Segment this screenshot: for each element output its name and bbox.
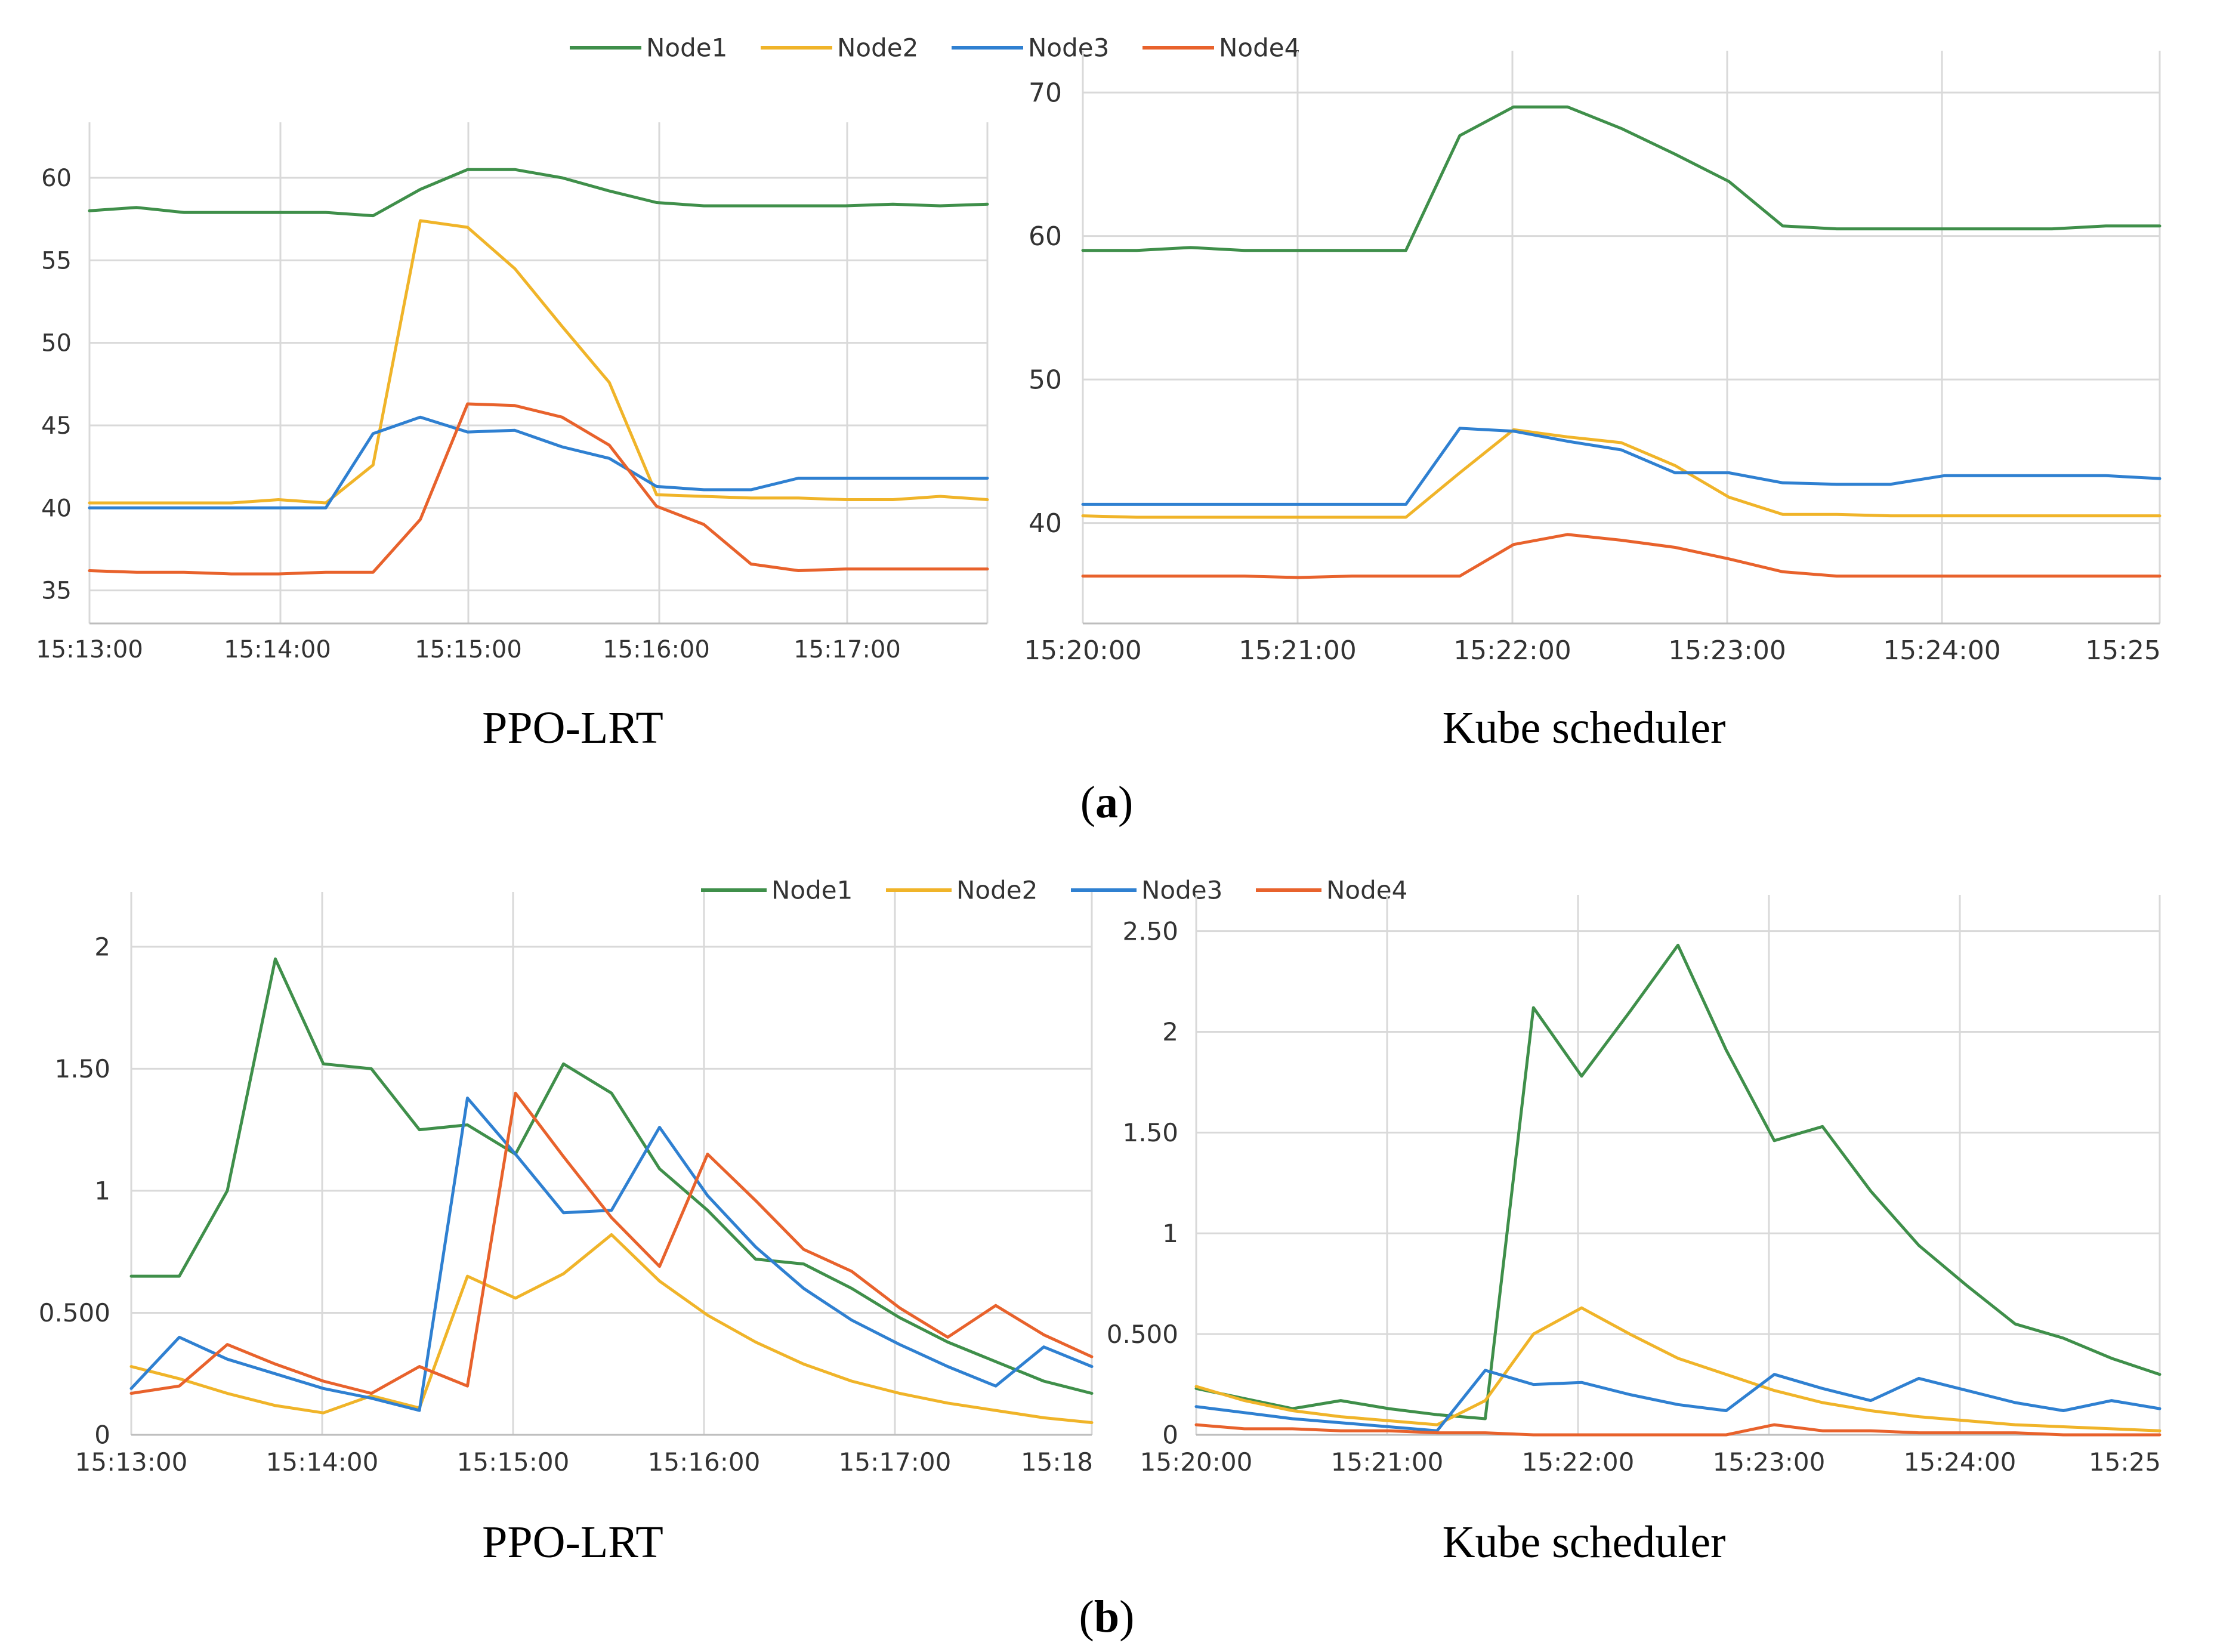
y-tick-label: 1 (94, 1177, 110, 1206)
legend-item-node2: Node2 (761, 33, 918, 63)
series-line-node3 (1081, 427, 2161, 506)
y-tick-label: 70 (1029, 78, 1062, 109)
legend-b: Node1 Node2 Node3 Node4 (701, 876, 1407, 905)
x-tick-label: 15:25 (2089, 1447, 2161, 1477)
chart-a-kube-scheduler: 40 50 60 70 15:20:00 15:21:00 15:22:00 15:23:00… (1024, 51, 2161, 666)
x-tick-label: 15:24:00 (1883, 635, 2001, 666)
x-tick-label: 15:17:00 (839, 1447, 952, 1477)
x-tick-label: 15:15:00 (457, 1447, 570, 1477)
series-line-node2 (1194, 1306, 2161, 1432)
x-tick-label: 15:18 (1021, 1447, 1093, 1477)
series-line-node4 (1194, 1423, 2161, 1437)
x-tick-label: 15:20:00 (1140, 1447, 1253, 1477)
y-tick-label: 0.500 (1107, 1320, 1178, 1349)
panel-label-b: (b) (1079, 1592, 1135, 1642)
panel-label-a: (a) (1080, 777, 1134, 827)
x-tick-label: 15:24:00 (1904, 1447, 2017, 1477)
y-tick-label: 55 (41, 247, 72, 274)
x-tick-label: 15:21:00 (1239, 635, 1357, 666)
caption-a-ppo-lrt: PPO-LRT (482, 703, 663, 753)
legend-label: Node1 (646, 33, 727, 63)
x-tick-label: 15:25 (2085, 635, 2161, 666)
legend-label: Node3 (1028, 33, 1109, 63)
legend-item-node1: Node1 (701, 876, 853, 905)
y-tick-label: 35 (41, 578, 72, 605)
y-tick-label: 2 (94, 932, 110, 962)
x-tick-label: 15:22:00 (1453, 635, 1571, 666)
legend-a: Node1 Node2 Node3 Node4 (570, 33, 1300, 63)
legend-item-node3: Node3 (952, 33, 1109, 63)
series-line-node1 (88, 168, 989, 218)
series-line-node3 (88, 415, 989, 510)
y-tick-label: 0.500 (39, 1298, 110, 1327)
legend-label: Node1 (771, 876, 853, 905)
x-tick-label: 15:14:00 (266, 1447, 379, 1477)
caption-a-kube-scheduler: Kube scheduler (1443, 703, 1726, 753)
x-tick-label: 15:20:00 (1024, 635, 1142, 666)
y-tick-label: 0 (94, 1421, 110, 1450)
y-tick-label: 1.50 (1122, 1118, 1178, 1147)
series-line-node4 (88, 402, 989, 576)
legend-label: Node4 (1219, 33, 1300, 63)
y-tick-label: 40 (1029, 508, 1062, 539)
x-tick-label: 15:23:00 (1668, 635, 1786, 666)
series-line-node3 (1194, 1369, 2161, 1432)
legend-label: Node3 (1141, 876, 1222, 905)
x-tick-label: 15:13:00 (75, 1447, 188, 1477)
y-tick-label: 2.50 (1122, 916, 1178, 946)
legend-item-node3: Node3 (1071, 876, 1222, 905)
y-tick-label: 0 (1162, 1421, 1178, 1450)
svg-text:(b): (b) (1079, 1592, 1135, 1642)
x-tick-label: 15:16:00 (603, 636, 710, 663)
x-tick-label: 15:22:00 (1522, 1447, 1635, 1477)
legend-item-node4: Node4 (1256, 876, 1407, 905)
caption-b-kube-scheduler: Kube scheduler (1443, 1517, 1726, 1567)
x-tick-label: 15:23:00 (1713, 1447, 1826, 1477)
legend-label: Node2 (956, 876, 1037, 905)
legend-label: Node4 (1326, 876, 1407, 905)
x-tick-label: 15:17:00 (793, 636, 901, 663)
series-line-node1 (1081, 105, 2161, 252)
y-tick-label: 45 (41, 412, 72, 440)
legend-item-node2: Node2 (886, 876, 1037, 905)
x-tick-label: 15:13:00 (36, 636, 143, 663)
svg-text:(a): (a) (1080, 777, 1134, 827)
y-tick-label: 60 (1029, 221, 1062, 252)
y-tick-label: 1.50 (54, 1054, 110, 1083)
panel-label-b-letter: b (1094, 1592, 1119, 1642)
caption-b-ppo-lrt: PPO-LRT (482, 1517, 663, 1567)
legend-label: Node2 (837, 33, 918, 63)
y-tick-label: 2 (1162, 1017, 1178, 1046)
chart-b-ppo-lrt: 0 0.500 1 1.50 2 15:13:00 15:14:00 15:15:00 15:1… (39, 892, 1094, 1477)
chart-a-ppo-lrt: 35 40 45 50 55 60 15:13:00 15:14:00 15:15:00 15:1… (36, 122, 989, 663)
series-line-node3 (129, 1097, 1094, 1412)
y-tick-label: 50 (1029, 365, 1062, 396)
y-tick-label: 1 (1162, 1219, 1178, 1248)
x-tick-label: 15:21:00 (1331, 1447, 1444, 1477)
x-tick-label: 15:15:00 (415, 636, 522, 663)
x-tick-label: 15:16:00 (648, 1447, 761, 1477)
legend-item-node1: Node1 (570, 33, 727, 63)
series-line-node1 (129, 957, 1094, 1395)
legend-item-node4: Node4 (1142, 33, 1300, 63)
panel-label-a-letter: a (1095, 777, 1118, 827)
series-line-node2 (1081, 428, 2161, 519)
series-line-node2 (129, 1233, 1094, 1424)
series-line-node1 (1194, 943, 2161, 1421)
y-tick-label: 60 (41, 165, 72, 192)
chart-b-kube-scheduler: 0 0.500 1 1.50 2 2.50 15:20:00 15:21:00 15:22:00… (1107, 895, 2161, 1477)
series-line-node4 (129, 1091, 1094, 1395)
series-line-node2 (88, 219, 989, 505)
x-tick-label: 15:14:00 (224, 636, 331, 663)
series-line-node4 (1081, 533, 2161, 579)
y-tick-label: 40 (41, 495, 72, 522)
y-tick-label: 50 (41, 330, 72, 357)
